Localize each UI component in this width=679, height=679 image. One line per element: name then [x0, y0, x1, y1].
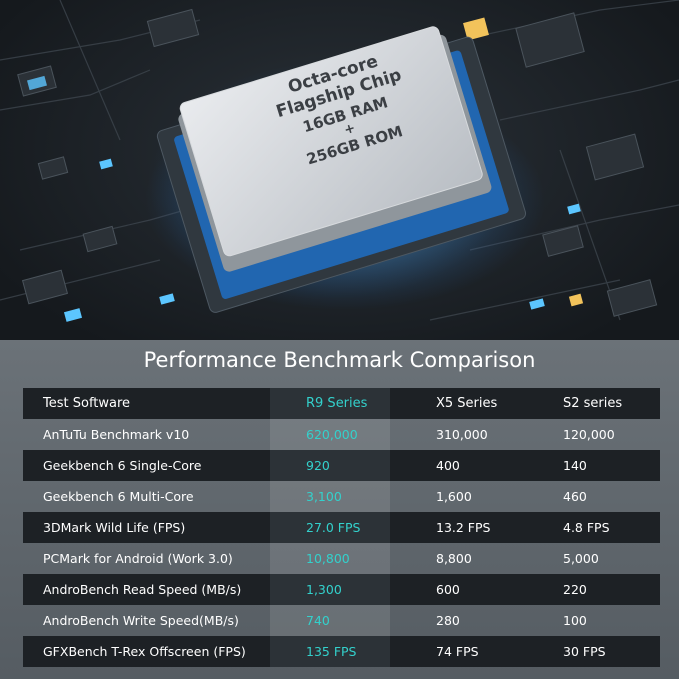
header-r9-series: R9 Series [306, 396, 368, 411]
highlight-cell [270, 419, 390, 450]
benchmark-table: Test Software R9 Series X5 Series S2 ser… [23, 388, 660, 667]
r9-value: 740 [306, 613, 330, 628]
benchmark-section: Performance Benchmark Comparison Test So… [0, 340, 679, 679]
test-name: AndroBench Write Speed(MB/s) [43, 613, 239, 628]
r9-value: 135 FPS [306, 644, 357, 659]
s2-value: 120,000 [563, 427, 615, 442]
test-name: GFXBench T-Rex Offscreen (FPS) [43, 644, 246, 659]
hero-image: Octa-core Flagship Chip 16GB RAM + 256GB… [0, 0, 679, 340]
test-name: Geekbench 6 Single-Core [43, 458, 202, 473]
x5-value: 400 [436, 458, 460, 473]
test-name: 3DMark Wild Life (FPS) [43, 520, 186, 535]
s2-value: 100 [563, 613, 587, 628]
test-name: AnTuTu Benchmark v10 [43, 427, 190, 442]
x5-value: 310,000 [436, 427, 488, 442]
s2-value: 460 [563, 489, 587, 504]
table-row: Geekbench 6 Multi-Core 3,100 1,600 460 [23, 481, 660, 512]
header-s2-series: S2 series [563, 396, 623, 411]
r9-value: 620,000 [306, 427, 358, 442]
table-row: GFXBench T-Rex Offscreen (FPS) 135 FPS 7… [23, 636, 660, 667]
r9-value: 27.0 FPS [306, 520, 361, 535]
s2-value: 5,000 [563, 551, 599, 566]
highlight-cell [270, 636, 390, 667]
x5-value: 74 FPS [436, 644, 479, 659]
x5-value: 8,800 [436, 551, 472, 566]
test-name: Geekbench 6 Multi-Core [43, 489, 194, 504]
table-row: PCMark for Android (Work 3.0) 10,800 8,8… [23, 543, 660, 574]
highlight-cell [270, 450, 390, 481]
highlight-column [270, 388, 390, 419]
highlight-cell [270, 481, 390, 512]
s2-value: 30 FPS [563, 644, 606, 659]
table-row: AnTuTu Benchmark v10 620,000 310,000 120… [23, 419, 660, 450]
r9-value: 3,100 [306, 489, 342, 504]
header-test-software: Test Software [43, 396, 131, 411]
benchmark-title: Performance Benchmark Comparison [143, 348, 536, 372]
r9-value: 1,300 [306, 582, 342, 597]
table-row: 3DMark Wild Life (FPS) 27.0 FPS 13.2 FPS… [23, 512, 660, 543]
highlight-cell [270, 605, 390, 636]
s2-value: 140 [563, 458, 587, 473]
table-header-row: Test Software R9 Series X5 Series S2 ser… [23, 388, 660, 419]
highlight-cell [270, 543, 390, 574]
x5-value: 280 [436, 613, 460, 628]
s2-value: 4.8 FPS [563, 520, 610, 535]
highlight-cell [270, 512, 390, 543]
r9-value: 10,800 [306, 551, 350, 566]
highlight-cell [270, 574, 390, 605]
header-x5-series: X5 Series [436, 396, 498, 411]
table-row: AndroBench Write Speed(MB/s) 740 280 100 [23, 605, 660, 636]
r9-value: 920 [306, 458, 330, 473]
x5-value: 13.2 FPS [436, 520, 491, 535]
x5-value: 600 [436, 582, 460, 597]
x5-value: 1,600 [436, 489, 472, 504]
test-name: PCMark for Android (Work 3.0) [43, 551, 233, 566]
table-row: AndroBench Read Speed (MB/s) 1,300 600 2… [23, 574, 660, 605]
circuit-board-illustration [0, 0, 679, 322]
table-row: Geekbench 6 Single-Core 920 400 140 [23, 450, 660, 481]
test-name: AndroBench Read Speed (MB/s) [43, 582, 242, 597]
s2-value: 220 [563, 582, 587, 597]
